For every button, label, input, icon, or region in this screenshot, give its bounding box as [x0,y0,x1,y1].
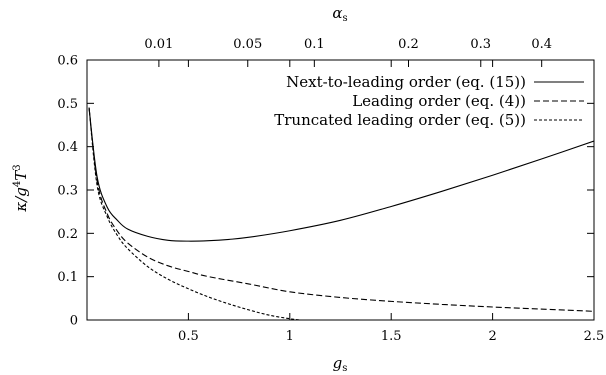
y-tick-label: 0.3 [57,184,78,199]
series-line-dashed [88,107,594,312]
legend-label: Truncated leading order (eq. (5)) [274,111,526,129]
series-line-solid [88,107,594,242]
legend: Next-to-leading order (eq. (15))Leading … [274,73,584,129]
y-axis-title: κ/g4T3 [12,164,30,212]
x-tick-label: 2 [488,329,496,344]
tick-layer: 0.5 1 1.5 2 2.5 0 0.1 0.2 0.3 0.4 0.5 0.6 0.01 0.05 0.… [57,37,604,344]
y-tick-label: 0.2 [57,227,78,242]
x-axis-title: gs [333,354,348,374]
top-axis-title: αs [332,4,347,24]
series-layer [88,107,594,320]
top-tick-label: 0.01 [144,37,173,52]
x-tick-label: 0.5 [178,329,199,344]
top-tick-label: 0.3 [470,37,491,52]
y-tick-label: 0.5 [57,97,78,112]
y-tick-label: 0.6 [57,54,78,69]
top-axis-title-subscript: s [343,13,348,24]
y-axis-title-exp1: 4 [12,181,23,187]
y-tick-label: 0 [70,314,78,329]
y-axis-title-exp2: 3 [12,164,23,170]
x-tick-label: 1 [286,329,294,344]
series-line-dotted [88,107,301,320]
top-tick-label: 0.4 [531,37,552,52]
top-tick-label: 0.05 [233,37,262,52]
x-tick-label: 2.5 [584,329,605,344]
x-axis-title-subscript: s [342,363,347,374]
legend-label: Next-to-leading order (eq. (15)) [286,73,526,91]
top-tick-label: 0.1 [304,37,325,52]
x-tick-label: 1.5 [381,329,402,344]
top-tick-label: 0.2 [398,37,419,52]
y-axis-title-T: T [12,170,30,181]
y-tick-label: 0.4 [57,140,78,155]
y-tick-label: 0.1 [57,270,78,285]
legend-label: Leading order (eq. (4)) [352,92,526,110]
